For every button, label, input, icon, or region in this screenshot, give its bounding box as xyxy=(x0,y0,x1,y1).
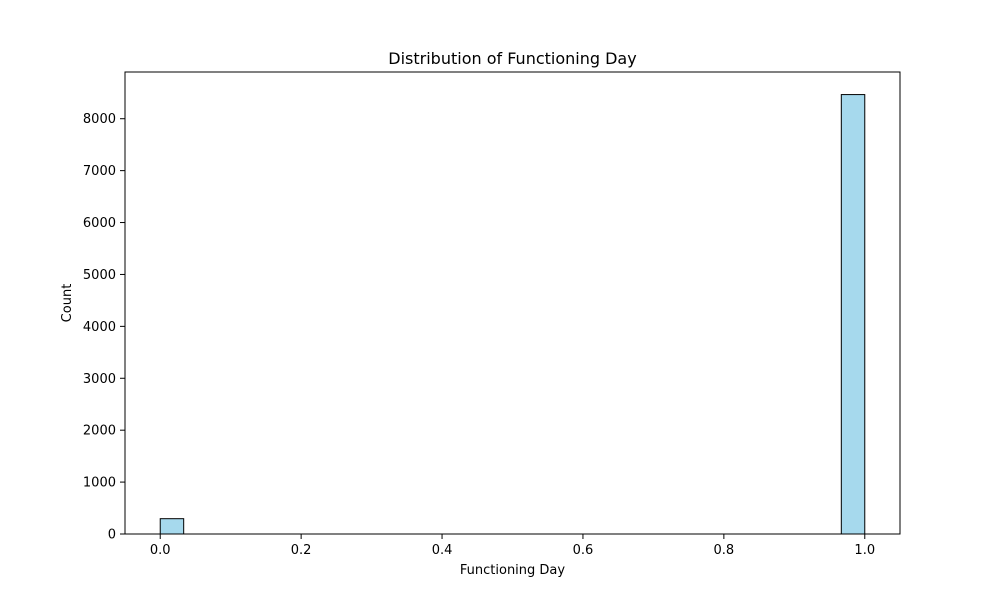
y-tick-label: 3000 xyxy=(83,372,116,387)
y-axis-ticks: 0 1000 2000 3000 4000 5000 6000 7000 8000 xyxy=(83,112,125,543)
y-tick-label: 1000 xyxy=(83,476,116,491)
x-tick-label: 0.4 xyxy=(432,543,453,558)
y-tick-label: 6000 xyxy=(83,216,116,231)
x-tick-label: 0.6 xyxy=(573,543,594,558)
chart-title: Distribution of Functioning Day xyxy=(388,49,636,68)
y-tick-label: 2000 xyxy=(83,424,116,439)
histogram-bar-1 xyxy=(840,94,866,535)
x-axis-label: Functioning Day xyxy=(460,563,566,578)
histogram-bar-0 xyxy=(159,518,185,535)
y-axis-label: Count xyxy=(60,284,75,323)
histogram-bars xyxy=(159,94,866,535)
y-tick-label: 8000 xyxy=(83,112,116,127)
y-tick-label: 4000 xyxy=(83,320,116,335)
x-tick-label: 0.2 xyxy=(291,543,312,558)
x-axis-ticks: 0.0 0.2 0.4 0.6 0.8 1.0 xyxy=(150,534,875,558)
y-tick-label: 0 xyxy=(108,528,116,543)
x-tick-label: 0.8 xyxy=(714,543,735,558)
y-tick-label: 5000 xyxy=(83,268,116,283)
y-tick-label: 7000 xyxy=(83,164,116,179)
x-tick-label: 1.0 xyxy=(854,543,875,558)
plot-frame xyxy=(124,71,901,535)
x-tick-label: 0.0 xyxy=(150,543,171,558)
